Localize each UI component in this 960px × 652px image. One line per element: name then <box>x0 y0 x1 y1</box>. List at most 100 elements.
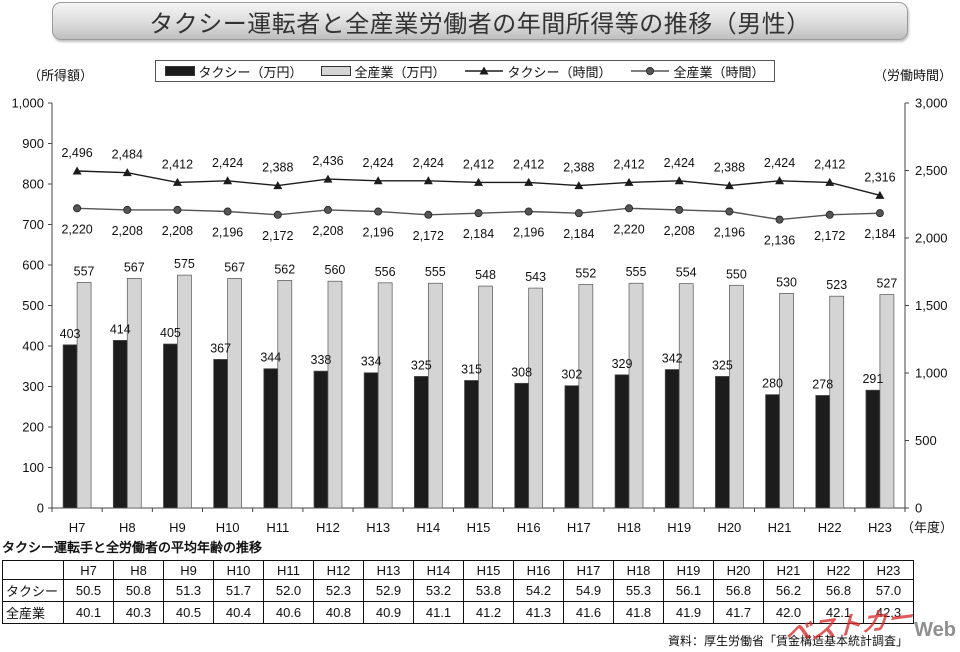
taxi-hours-marker-H22 <box>825 177 835 186</box>
taxi-income-value-label-H22: 278 <box>812 377 833 391</box>
taxi-income-value-label-H10: 367 <box>210 341 231 355</box>
watermark-logo: ベストカー Web <box>784 603 956 648</box>
taxi-income-value-label-H19: 342 <box>662 351 683 365</box>
all-industry-hours-value-label-H20: 2,196 <box>714 226 745 240</box>
all-industry-income-bar-H10 <box>227 278 242 509</box>
taxi-hours-value-label-H17: 2,388 <box>563 161 594 175</box>
age-table-cell: 52.0 <box>263 579 314 602</box>
taxi-hours-marker-H18 <box>624 177 634 186</box>
legend-swatch-taxi-hours <box>465 66 504 75</box>
age-table-cell: 40.3 <box>113 601 164 624</box>
all-industry-income-bar-H17 <box>578 284 594 509</box>
taxi-hours-marker-H19 <box>674 176 684 185</box>
all-industry-hours-value-label-H17: 2,184 <box>563 227 594 241</box>
all-industry-hours-value-label-H11: 2,172 <box>262 229 293 243</box>
age-table-column-header: H9 <box>163 560 214 580</box>
all-industry-income-bar-H19 <box>678 283 694 509</box>
taxi-income-bar-H14 <box>413 376 429 509</box>
age-table-title: タクシー運転手と全労働者の平均年齢の推移 <box>2 540 263 555</box>
age-table-cell: 54.9 <box>563 579 614 602</box>
taxi-income-value-label-H14: 325 <box>411 358 432 372</box>
age-table-cell: 41.9 <box>663 601 714 624</box>
age-table-column-header: H10 <box>213 560 264 580</box>
taxi-income-bar-H22 <box>815 395 831 509</box>
x-tick-label-H14: H14 <box>416 520 440 535</box>
left-tick-label: 700 <box>22 217 44 232</box>
taxi-income-value-label-H8: 414 <box>110 322 131 336</box>
age-table-cell: 41.2 <box>463 601 514 624</box>
x-tick-label-H7: H7 <box>69 520 86 535</box>
left-tick-label: 400 <box>22 339 44 354</box>
age-table-cell: 50.5 <box>63 579 114 602</box>
all-industry-hours-marker-H13 <box>374 207 383 216</box>
all-industry-income-bar-H7 <box>76 282 92 509</box>
all-industry-hours-marker-H11 <box>273 210 282 219</box>
legend-circle-marker <box>646 67 655 75</box>
taxi-income-value-label-H15: 315 <box>461 362 482 376</box>
x-tick-label-H18: H18 <box>617 520 641 535</box>
all-industry-hours-marker-H17 <box>574 209 583 218</box>
source-note: 資料：厚生労働省「賃金構造基本統計調査」 <box>668 634 909 648</box>
taxi-hours-value-label-H8: 2,484 <box>112 148 143 162</box>
all-industry-hours-marker-H22 <box>825 210 834 219</box>
taxi-hours-value-label-H10: 2,424 <box>212 156 243 170</box>
all-industry-income-bar-H15 <box>478 285 493 509</box>
age-table-cell: 55.3 <box>613 579 664 602</box>
taxi-hours-marker-H14 <box>423 176 433 185</box>
age-table-cell: 41.8 <box>613 601 664 624</box>
all-industry-hours-marker-H23 <box>875 209 884 218</box>
age-table-row: タクシー 50.5 50.8 51.3 51.7 52.0 52.3 52.9 53.2 53.8… <box>2 579 914 602</box>
all-industry-income-bars <box>76 274 895 509</box>
left-tick-label: 800 <box>22 177 44 192</box>
left-axis-title: （所得額） <box>28 68 93 83</box>
all-industry-hours-value-label-H13: 2,196 <box>363 226 394 240</box>
all-industry-hours-value-label-H12: 2,208 <box>312 224 343 238</box>
right-tick-label: 1,500 <box>915 298 948 313</box>
x-tick-label-H23: H23 <box>868 520 892 535</box>
legend-swatch-all-industry-hours <box>631 67 670 75</box>
age-table-column-header: H14 <box>413 560 464 580</box>
all-industry-income-bar-H13 <box>377 282 393 509</box>
all-industry-income-value-label-H22: 523 <box>826 278 847 292</box>
taxi-hours-marker-H11 <box>273 181 283 190</box>
age-table-column-header: H12 <box>313 560 364 580</box>
age-table-cell: 42.0 <box>763 601 814 624</box>
right-tick-label: 0 <box>915 501 922 516</box>
age-table-cell: 56.8 <box>713 579 764 602</box>
all-industry-hours-marker-H14 <box>424 210 433 219</box>
all-industry-income-value-label-H23: 527 <box>876 277 897 291</box>
taxi-hours-series: 2,496 2,484 2,412 2,424 2,388 2,436 2,424 2,424… <box>61 146 896 199</box>
taxi-income-bar-H13 <box>363 372 379 509</box>
taxi-hours-marker-H23 <box>875 190 885 199</box>
age-table-row-label: タクシー <box>2 579 64 602</box>
x-tick-label-H16: H16 <box>517 520 541 535</box>
all-industry-income-bar-H12 <box>327 280 343 509</box>
left-tick-label: 500 <box>22 298 44 313</box>
taxi-income-value-label-H12: 338 <box>311 353 332 367</box>
taxi-income-bars <box>62 339 881 509</box>
age-table-cell: 42.1 <box>813 601 864 624</box>
legend-triangle-marker <box>479 66 489 75</box>
taxi-hours-value-label-H18: 2,412 <box>613 157 644 171</box>
right-axis-title: （労働時間） <box>874 68 952 83</box>
taxi-income-value-label-H11: 344 <box>260 351 281 365</box>
all-industry-income-value-label-H14: 555 <box>425 265 446 279</box>
age-table-cell: 51.3 <box>163 579 214 602</box>
right-tick-label: 3,000 <box>915 96 948 111</box>
all-industry-hours-marker-H19 <box>675 205 684 214</box>
taxi-hours-marker-H15 <box>474 177 483 186</box>
all-industry-income-bar-H14 <box>427 282 443 509</box>
taxi-income-value-label-H20: 325 <box>712 358 733 372</box>
all-industry-hours-value-label-H10: 2,196 <box>212 226 243 240</box>
taxi-hours-value-label-H15: 2,412 <box>463 157 494 171</box>
left-tick-label: 600 <box>22 258 44 273</box>
taxi-income-bar-H11 <box>263 368 279 509</box>
age-table-column-header: H15 <box>463 560 514 580</box>
all-industry-hours-marker-H20 <box>725 207 734 216</box>
age-table-cell: 53.8 <box>463 579 514 602</box>
x-tick-label-H22: H22 <box>818 520 842 535</box>
logo-suffix: Web <box>914 619 956 641</box>
age-table-cell: 41.3 <box>513 601 564 624</box>
age-table-cell: 52.9 <box>363 579 414 602</box>
legend-item-taxi-income: タクシー（万円） <box>165 62 303 81</box>
